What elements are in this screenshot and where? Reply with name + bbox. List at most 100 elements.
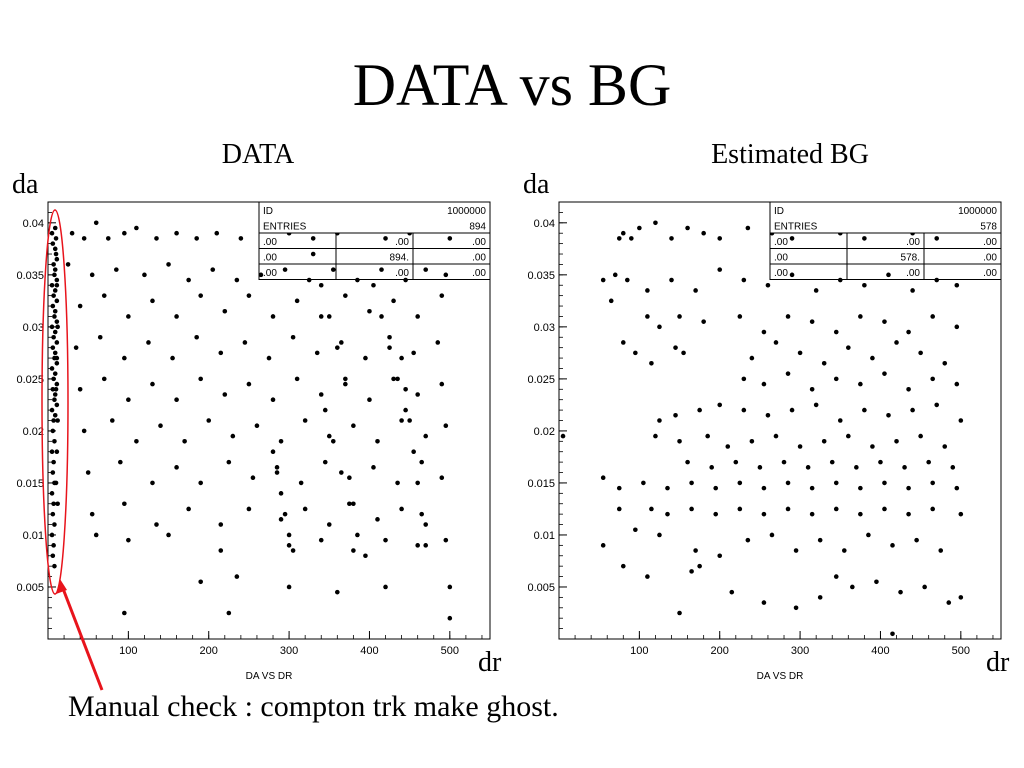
x-tick-label: 300 (280, 645, 298, 657)
stats-grid-cell: .00 (906, 268, 920, 279)
data-point (126, 314, 131, 319)
data-point (833, 574, 839, 579)
data-point (89, 511, 95, 517)
data-point (934, 236, 940, 241)
data-point (69, 230, 75, 236)
data-point (443, 272, 449, 278)
data-point (785, 506, 791, 512)
data-point (833, 329, 839, 335)
data-point (846, 345, 851, 350)
data-point (403, 407, 408, 413)
data-point (77, 303, 83, 309)
data-point (789, 272, 795, 278)
data-point (146, 340, 151, 345)
data-point (379, 314, 384, 319)
data-point (620, 230, 626, 236)
stats-grid-cell: .00 (774, 237, 788, 248)
data-point (339, 340, 344, 345)
data-point (701, 230, 706, 236)
data-point (52, 329, 58, 335)
data-point (673, 345, 678, 350)
data-point (415, 543, 420, 548)
data-point (52, 397, 57, 402)
data-point (608, 298, 614, 304)
data-point (322, 407, 328, 413)
data-point (166, 262, 171, 267)
data-point (134, 439, 139, 444)
data-point (49, 366, 55, 371)
data-point (399, 355, 404, 361)
data-point (906, 485, 911, 491)
data-point (49, 407, 55, 413)
data-point (50, 241, 56, 246)
data-point (785, 371, 791, 376)
data-point (926, 459, 931, 465)
data-point (419, 511, 424, 517)
y-axis-word-data: da (12, 169, 39, 200)
slide-title: DATA vs BG (352, 52, 672, 118)
data-point (415, 480, 420, 486)
data-point (186, 506, 191, 512)
data-point (343, 376, 348, 382)
data-point (226, 459, 232, 465)
data-point (741, 277, 747, 283)
data-point (54, 381, 60, 387)
data-point (669, 277, 674, 283)
data-point (653, 220, 658, 226)
data-point (669, 236, 674, 241)
data-point (942, 360, 948, 366)
data-point (745, 225, 751, 231)
y-tick-label: 0.005 (16, 582, 44, 594)
data-point (310, 251, 316, 257)
data-point (306, 277, 312, 283)
data-point (97, 334, 103, 340)
data-point (52, 350, 58, 356)
data-point (274, 470, 280, 475)
data-point (310, 236, 316, 241)
y-tick-label: 0.025 (527, 374, 555, 386)
data-point (890, 631, 895, 637)
data-point (645, 574, 650, 579)
data-point (52, 225, 58, 231)
data-point (447, 236, 453, 241)
stats-box: ID 1000000 ENTRIES 578 .00 .00 .00 .00 578. .00 .0… (769, 201, 1002, 280)
y-tick-label: 0.02 (23, 426, 44, 438)
data-point (51, 459, 56, 465)
data-point (435, 340, 441, 345)
data-point (657, 324, 662, 330)
data-point (447, 584, 453, 590)
data-point (326, 522, 332, 527)
data-point (52, 522, 57, 527)
data-point (49, 491, 55, 496)
data-point (54, 256, 60, 262)
data-point (150, 298, 155, 304)
data-point (54, 340, 60, 345)
data-point (625, 277, 630, 283)
data-point (49, 449, 55, 455)
data-point (809, 319, 815, 324)
data-point (242, 340, 248, 345)
data-point (53, 236, 59, 241)
data-point (870, 444, 875, 449)
data-point (182, 439, 187, 444)
data-point (52, 272, 57, 278)
data-point (52, 288, 58, 293)
data-point (673, 412, 678, 418)
data-point (122, 501, 127, 507)
y-tick-label: 0.035 (16, 270, 44, 282)
data-point (930, 376, 935, 382)
data-point (326, 433, 332, 439)
data-point (681, 350, 686, 356)
data-point (958, 511, 964, 517)
data-point (761, 600, 767, 605)
data-point (713, 485, 719, 491)
data-point (443, 537, 449, 543)
data-point (411, 350, 416, 356)
data-point (126, 397, 131, 402)
data-point (649, 506, 654, 512)
data-point (134, 225, 139, 231)
data-point (677, 610, 682, 616)
data-point (862, 407, 867, 413)
data-point (645, 288, 650, 293)
plot-label: DA VS DR (757, 671, 804, 682)
